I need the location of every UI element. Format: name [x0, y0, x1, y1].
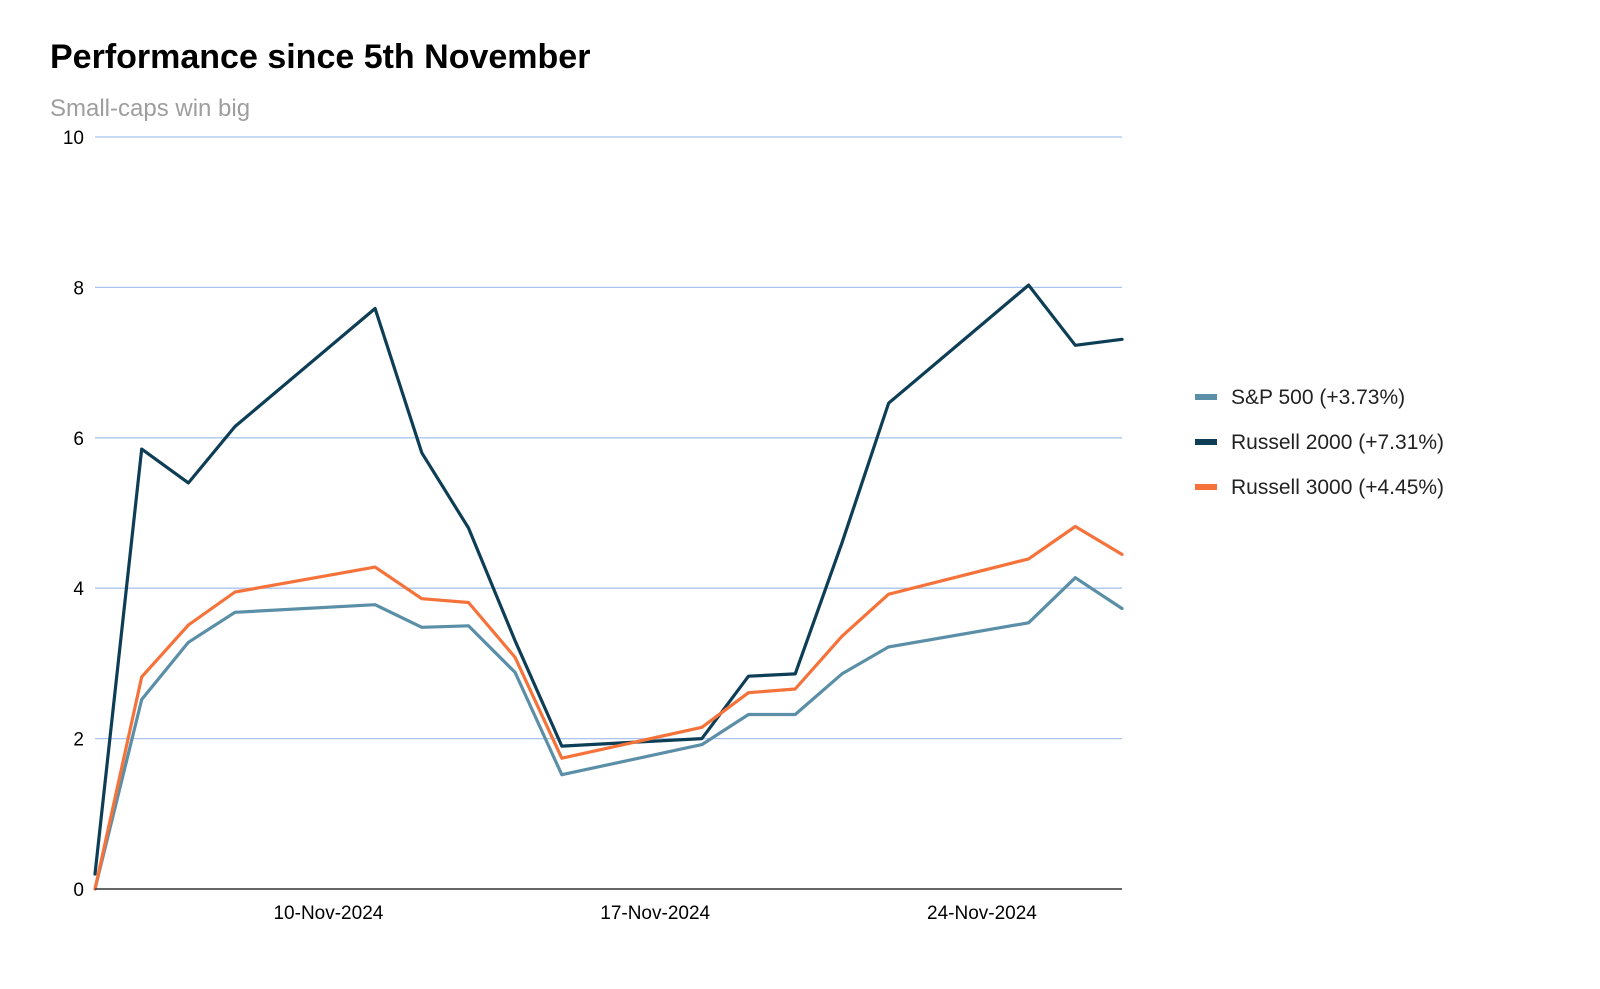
series-line-3	[93, 524, 1124, 891]
x-tick-label: 10-Nov-2024	[273, 903, 383, 924]
series-line-2	[93, 283, 1124, 876]
series-lines	[93, 283, 1124, 891]
x-tick-label: 24-Nov-2024	[927, 903, 1037, 924]
series-line-1	[93, 576, 1124, 891]
y-tick-label: 10	[63, 128, 84, 149]
legend-label: S&P 500 (+3.73%)	[1231, 386, 1405, 409]
legend-label: Russell 2000 (+7.31%)	[1231, 431, 1444, 454]
chart-subtitle: Small-caps win big	[50, 95, 251, 122]
y-tick-label: 2	[73, 730, 84, 751]
chart-title: Performance since 5th November	[50, 38, 591, 76]
legend: S&P 500 (+3.73%) Russell 2000 (+7.31%) Rus…	[1195, 386, 1444, 499]
gridlines	[95, 136, 1122, 740]
y-tick-label: 0	[73, 880, 84, 901]
y-tick-label: 8	[73, 278, 84, 299]
x-tick-label: 17-Nov-2024	[600, 903, 710, 924]
y-tick-label: 4	[73, 579, 84, 600]
y-tick-label: 6	[73, 429, 84, 450]
legend-label: Russell 3000 (+4.45%)	[1231, 476, 1444, 499]
y-axis-ticks: 0 2 4 6 8 10	[63, 128, 85, 901]
x-axis-ticks: 10-Nov-2024 17-Nov-2024 24-Nov-2024	[273, 903, 1037, 924]
